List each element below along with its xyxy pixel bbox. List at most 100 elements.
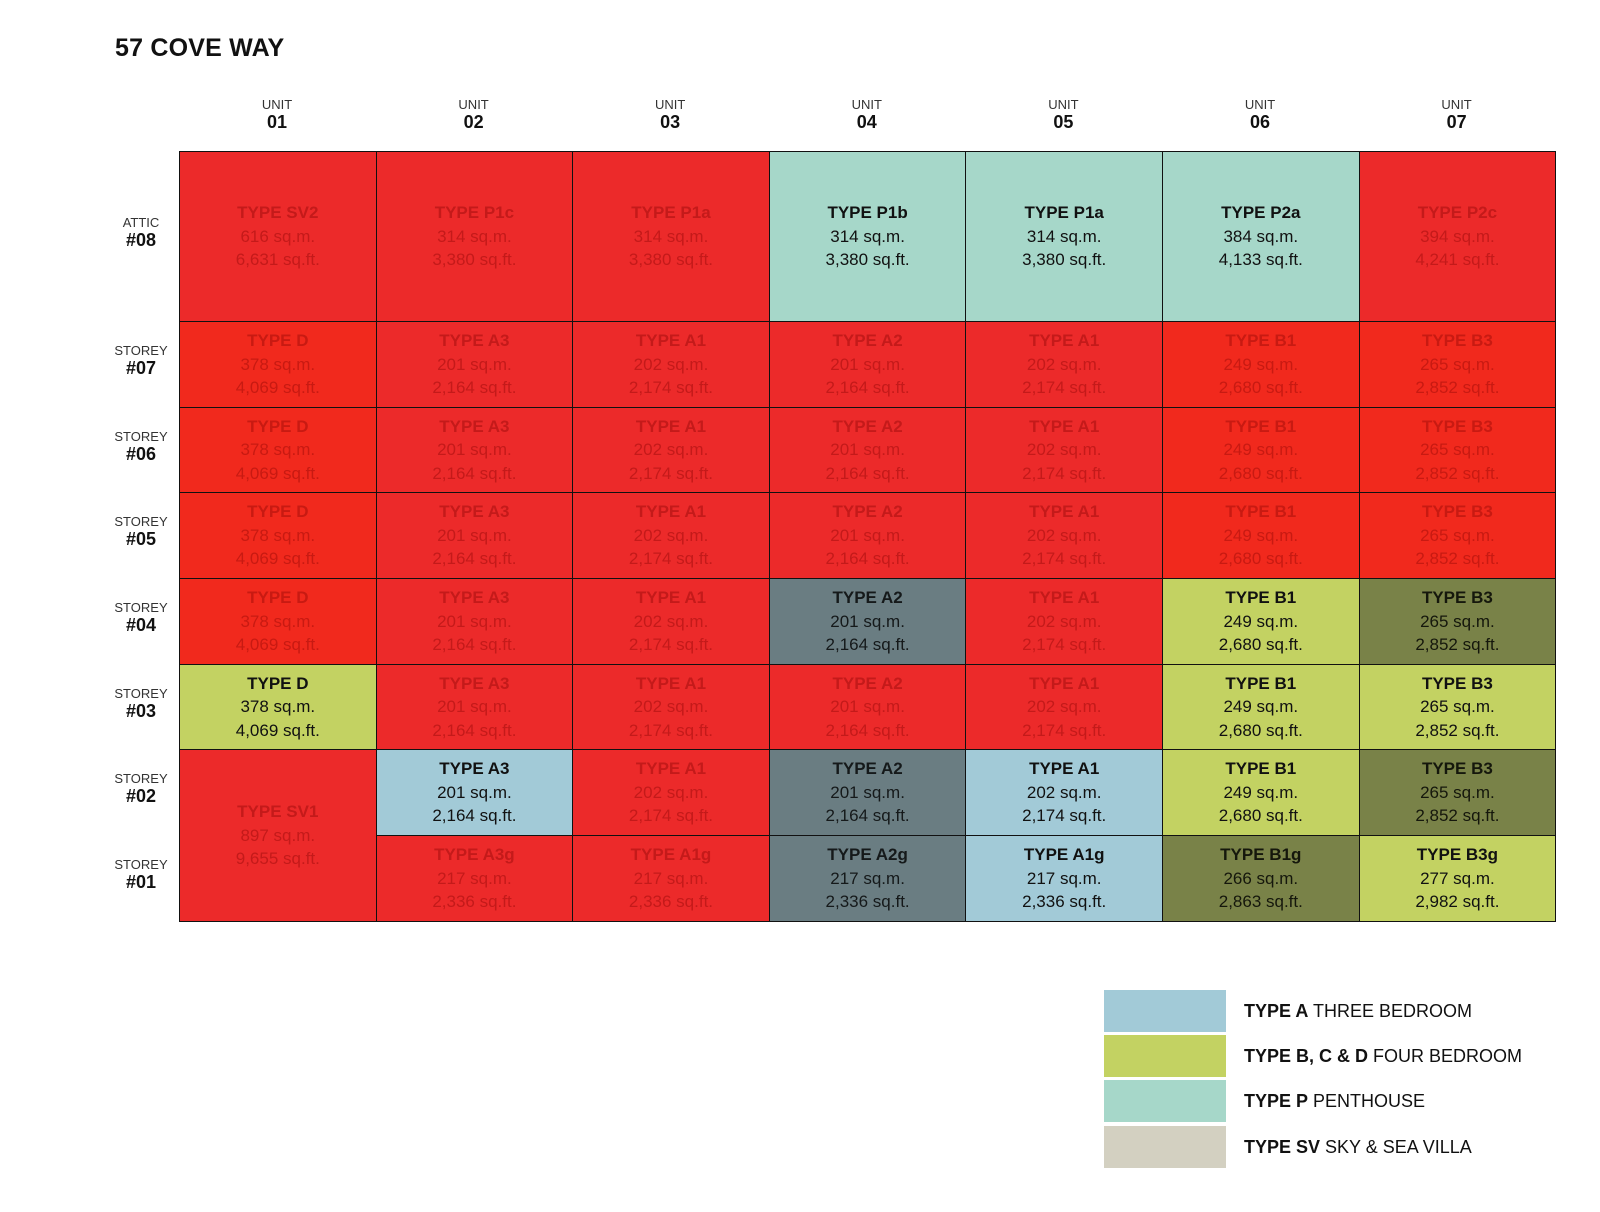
unit-cell: TYPE A1 202 sq.m. 2,174 sq.ft. <box>572 321 770 408</box>
unit-cell: TYPE P1b 314 sq.m. 3,380 sq.ft. <box>768 151 967 322</box>
column-header-number: 03 <box>660 112 681 132</box>
column-header-number: 05 <box>1053 112 1074 132</box>
unit-type: TYPE A2 <box>832 331 903 351</box>
unit-area-sqm: 201 sq.m. <box>830 525 905 545</box>
unit-cell: TYPE B3 265 sq.m. 2,852 sq.ft. <box>1358 407 1557 493</box>
column-header: UNIT 07 <box>1359 98 1555 131</box>
unit-type: TYPE P2c <box>1417 203 1498 223</box>
unit-area-sqm: 201 sq.m. <box>437 611 512 631</box>
column-header-label: UNIT <box>1048 97 1079 112</box>
unit-area-sqft: 2,852 sq.ft. <box>1415 378 1500 398</box>
unit-type: TYPE A1 <box>1029 502 1100 522</box>
unit-type: TYPE SV2 <box>237 203 319 223</box>
unit-area-sqft: 2,164 sq.ft. <box>825 635 910 655</box>
unit-area-sqm: 202 sq.m. <box>1026 525 1102 545</box>
unit-type: TYPE A1 <box>635 588 707 608</box>
unit-cell: TYPE A1 202 sq.m. 2,174 sq.ft. <box>572 578 770 665</box>
unit-type: TYPE A2 <box>832 759 903 779</box>
unit-area-sqm: 378 sq.m. <box>240 440 316 460</box>
unit-cell: TYPE P1a 314 sq.m. 3,380 sq.ft. <box>965 151 1163 322</box>
unit-area-sqm: 217 sq.m. <box>437 868 512 888</box>
unit-cell: TYPE A2g 217 sq.m. 2,336 sq.ft. <box>768 835 967 922</box>
unit-area-sqft: 3,380 sq.ft. <box>1022 250 1107 270</box>
legend-swatch <box>1104 1080 1226 1122</box>
unit-type: TYPE A1 <box>635 673 707 693</box>
row-header-label: STOREY <box>114 514 168 529</box>
unit-cell: TYPE A1 202 sq.m. 2,174 sq.ft. <box>965 578 1163 665</box>
row-header: STOREY #07 <box>104 344 178 377</box>
unit-area-sqm: 202 sq.m. <box>633 354 709 374</box>
column-header: UNIT 06 <box>1162 98 1358 131</box>
row-header-number: #07 <box>125 358 157 378</box>
unit-area-sqft: 2,164 sq.ft. <box>825 549 910 569</box>
unit-area-sqft: 2,164 sq.ft. <box>825 378 910 398</box>
unit-area-sqm: 201 sq.m. <box>437 782 512 802</box>
unit-type: TYPE B3 <box>1421 588 1493 608</box>
unit-area-sqm: 394 sq.m. <box>1420 226 1495 246</box>
unit-area-sqft: 2,680 sq.ft. <box>1218 720 1303 740</box>
row-header: STOREY #05 <box>104 515 178 548</box>
row-header-label: STOREY <box>114 857 168 872</box>
unit-cell: TYPE D 378 sq.m. 4,069 sq.ft. <box>179 578 377 665</box>
unit-area-sqft: 2,852 sq.ft. <box>1415 635 1500 655</box>
unit-type: TYPE D <box>247 502 309 522</box>
unit-area-sqft: 4,069 sq.ft. <box>235 378 320 398</box>
unit-type: TYPE B3 <box>1421 331 1493 351</box>
unit-area-sqm: 249 sq.m. <box>1223 697 1299 717</box>
unit-type: TYPE B1 <box>1225 416 1297 436</box>
unit-area-sqft: 4,069 sq.ft. <box>235 720 320 740</box>
unit-area-sqft: 2,982 sq.ft. <box>1415 892 1500 912</box>
unit-area-sqft: 2,852 sq.ft. <box>1415 720 1500 740</box>
row-header-label: STOREY <box>114 600 168 615</box>
unit-type: TYPE D <box>247 588 309 608</box>
unit-type: TYPE A1 <box>635 759 707 779</box>
unit-cell: TYPE B3 265 sq.m. 2,852 sq.ft. <box>1358 664 1557 750</box>
unit-cell: TYPE D 378 sq.m. 4,069 sq.ft. <box>179 664 377 750</box>
unit-type: TYPE A1 <box>1029 588 1100 608</box>
unit-type: TYPE A1 <box>635 416 707 436</box>
row-header-number: #05 <box>125 529 157 549</box>
column-header-label: UNIT <box>1441 97 1472 112</box>
unit-cell: TYPE B1 249 sq.m. 2,680 sq.ft. <box>1162 664 1360 750</box>
unit-cell: TYPE A1 202 sq.m. 2,174 sq.ft. <box>572 407 770 493</box>
row-header-number: #01 <box>125 872 157 892</box>
unit-area-sqm: 202 sq.m. <box>633 440 709 460</box>
unit-area-sqm: 201 sq.m. <box>437 525 512 545</box>
unit-cell: TYPE A2 201 sq.m. 2,164 sq.ft. <box>768 321 967 408</box>
unit-area-sqft: 2,174 sq.ft. <box>1022 463 1107 483</box>
unit-cell: TYPE A1 202 sq.m. 2,174 sq.ft. <box>572 749 770 836</box>
unit-area-sqm: 265 sq.m. <box>1420 611 1495 631</box>
unit-cell: TYPE A1 202 sq.m. 2,174 sq.ft. <box>965 407 1163 493</box>
unit-area-sqft: 9,655 sq.ft. <box>235 849 320 869</box>
unit-area-sqft: 2,174 sq.ft. <box>628 378 714 398</box>
column-header: UNIT 01 <box>179 98 375 131</box>
unit-area-sqft: 2,164 sq.ft. <box>432 463 517 483</box>
unit-area-sqm: 201 sq.m. <box>830 354 905 374</box>
unit-area-sqft: 2,164 sq.ft. <box>825 806 910 826</box>
unit-type: TYPE A3 <box>439 502 510 522</box>
unit-cell: TYPE B3 265 sq.m. 2,852 sq.ft. <box>1358 578 1557 665</box>
unit-cell: TYPE A3g 217 sq.m. 2,336 sq.ft. <box>375 835 574 922</box>
column-header-number: 07 <box>1446 112 1467 132</box>
row-header: STOREY #01 <box>104 858 178 891</box>
unit-type: TYPE B3g <box>1416 845 1499 865</box>
unit-type: TYPE D <box>247 331 309 351</box>
unit-cell: TYPE P2c 394 sq.m. 4,241 sq.ft. <box>1358 151 1557 322</box>
row-header-number: #06 <box>125 443 157 464</box>
unit-area-sqft: 2,164 sq.ft. <box>432 549 517 569</box>
unit-area-sqft: 2,164 sq.ft. <box>825 720 910 740</box>
unit-type: TYPE P1b <box>827 203 908 223</box>
unit-area-sqm: 202 sq.m. <box>633 782 709 802</box>
unit-cell: TYPE A3 201 sq.m. 2,164 sq.ft. <box>375 407 574 493</box>
unit-cell: TYPE SV2 616 sq.m. 6,631 sq.ft. <box>179 151 377 322</box>
unit-area-sqft: 4,069 sq.ft. <box>235 549 320 569</box>
unit-cell: TYPE B3 265 sq.m. 2,852 sq.ft. <box>1358 492 1557 579</box>
unit-type: TYPE A3 <box>439 673 510 693</box>
legend-label-text: THREE BEDROOM <box>1308 1001 1473 1021</box>
unit-area-sqm: 201 sq.m. <box>437 697 512 717</box>
unit-area-sqft: 2,336 sq.ft. <box>432 892 517 912</box>
unit-cell: TYPE B3 265 sq.m. 2,852 sq.ft. <box>1358 321 1557 408</box>
unit-area-sqm: 201 sq.m. <box>830 440 905 460</box>
unit-area-sqft: 4,069 sq.ft. <box>235 635 320 655</box>
unit-area-sqm: 249 sq.m. <box>1223 354 1299 374</box>
